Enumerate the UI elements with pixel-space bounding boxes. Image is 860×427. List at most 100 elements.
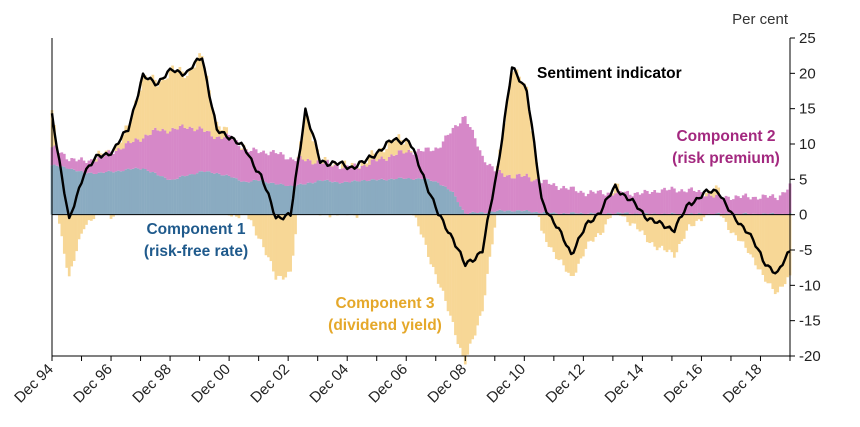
component2-bar	[768, 195, 772, 214]
component1-bar	[621, 213, 625, 215]
component2-bar	[707, 193, 711, 214]
component2-bar	[495, 172, 499, 211]
component1-bar	[645, 213, 649, 215]
component3-bar	[692, 214, 696, 227]
component2-bar	[751, 196, 755, 214]
component1-bar	[350, 181, 354, 215]
component2-bar	[589, 190, 593, 213]
component3-bar	[131, 109, 135, 142]
component1-bar	[436, 182, 440, 215]
component2-bar	[296, 157, 300, 185]
x-tick-label: Dec 98	[129, 361, 175, 407]
component3-bar	[139, 90, 142, 142]
component1-bar	[289, 185, 292, 215]
y-tick-label: 10	[799, 136, 816, 153]
component2-bar	[520, 176, 524, 212]
component1-bar	[215, 172, 219, 215]
component1-bar	[203, 172, 206, 215]
component1-bar	[104, 171, 108, 215]
component3-bar	[518, 76, 521, 174]
component3-bar	[643, 214, 647, 236]
component3-bar	[481, 214, 484, 312]
annotation-component2-line2: (risk premium)	[672, 150, 780, 167]
component1-bar	[434, 181, 438, 215]
component3-bar	[311, 141, 315, 165]
component3-bar	[370, 150, 374, 160]
component1-bar	[85, 173, 88, 215]
component3-bar	[663, 214, 666, 251]
component1-bar	[542, 212, 546, 215]
component2-bar	[422, 151, 425, 179]
component3-bar	[190, 69, 194, 128]
component2-bar	[163, 130, 167, 178]
component1-bar	[476, 213, 479, 215]
component2-bar	[719, 196, 723, 214]
component1-bar	[171, 179, 174, 215]
component2-bar	[385, 160, 388, 181]
component1-bar	[427, 178, 430, 215]
component1-bar	[136, 168, 140, 215]
y-tick-label: 15	[799, 101, 816, 118]
component1-bar	[525, 209, 529, 215]
component1-bar	[424, 178, 428, 215]
component2-bar	[586, 193, 590, 214]
y-tick-label: -10	[799, 277, 821, 294]
component3-bar	[367, 155, 371, 165]
component2-bar	[631, 196, 634, 215]
component2-bar	[370, 159, 374, 180]
component2-bar	[574, 191, 578, 214]
component2-bar	[434, 147, 438, 182]
component3-bar	[613, 183, 617, 194]
component1-bar	[72, 169, 76, 215]
component1-bar	[299, 183, 302, 215]
component2-bar	[397, 150, 401, 178]
component3-bar	[434, 214, 438, 275]
component2-bar	[377, 159, 381, 180]
component3-bar	[385, 149, 388, 161]
component2-bar	[291, 159, 295, 186]
x-tick-label: Dec 04	[306, 361, 352, 407]
component2-bar	[176, 129, 179, 179]
component1-bar	[188, 174, 192, 215]
component1-bar	[606, 213, 610, 215]
component1-bar	[333, 181, 337, 215]
component1-bar	[144, 168, 147, 215]
component3-bar	[183, 78, 187, 129]
component2-bar	[210, 136, 214, 173]
component2-bar	[336, 165, 339, 183]
component1-bar	[321, 181, 324, 215]
component1-bar	[318, 180, 322, 215]
component1-bar	[254, 180, 258, 215]
component3-bar	[650, 214, 654, 243]
component3-bar	[252, 214, 256, 227]
component3-bar	[276, 214, 280, 276]
component2-bar	[776, 200, 780, 215]
component3-bar	[355, 214, 359, 218]
component1-bar	[338, 183, 342, 215]
component3-bar	[62, 214, 66, 254]
component3-bar	[631, 214, 634, 224]
component2-bar	[117, 148, 120, 171]
component3-bar	[532, 143, 536, 181]
component2-bar	[591, 191, 595, 214]
component2-bar	[80, 157, 83, 171]
component1-bar	[156, 175, 160, 215]
component2-bar	[72, 158, 76, 170]
component1-bar	[636, 213, 639, 215]
component1-bar	[240, 181, 243, 215]
component1-bar	[183, 176, 187, 215]
component3-bar	[436, 214, 440, 284]
component1-bar	[102, 172, 106, 215]
component1-bar	[377, 179, 381, 215]
component1-bar	[210, 172, 214, 215]
component1-bar	[151, 171, 155, 215]
component2-bar	[284, 159, 288, 187]
component2-bar	[685, 192, 689, 215]
component1-bar	[700, 213, 703, 215]
component1-bar	[259, 180, 263, 215]
component3-bar	[705, 192, 708, 197]
component3-bar	[673, 214, 676, 258]
component2-bar	[230, 138, 233, 178]
component1-bar	[242, 181, 246, 215]
component2-bar	[675, 192, 679, 215]
